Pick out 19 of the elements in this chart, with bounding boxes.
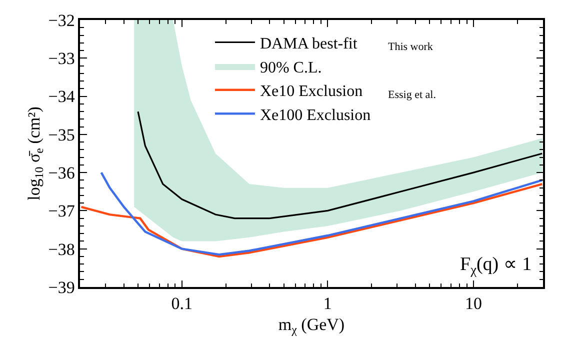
x-tick-label: 1 xyxy=(323,294,332,314)
y-tick-label: −34 xyxy=(48,87,76,106)
x-axis-title: m$_{χ}$ (GeV) xyxy=(278,315,345,337)
legend-label: DAMA best-fit xyxy=(260,35,358,52)
legend-label: 90% C.L. xyxy=(260,59,322,76)
y-tick-label: −33 xyxy=(48,49,75,68)
x-tick-label: 10 xyxy=(464,294,482,314)
annotation: This work xyxy=(388,41,434,53)
y-tick-label: −37 xyxy=(48,202,76,221)
y-tick-label: −36 xyxy=(48,164,75,183)
legend-label: Xe100 Exclusion xyxy=(260,106,371,124)
legend-label: Xe10 Exclusion xyxy=(260,83,363,100)
x-tick-label: 0.1 xyxy=(171,294,193,314)
y-tick-label: −32 xyxy=(48,10,75,30)
y-tick-label: −38 xyxy=(48,240,75,259)
annotation: F$_{χ}$(q) ∝ 1 xyxy=(460,254,532,277)
annotation: Essig et al. xyxy=(388,89,436,101)
y-tick-label: −35 xyxy=(48,125,75,144)
y-tick-label: −39 xyxy=(48,278,75,297)
